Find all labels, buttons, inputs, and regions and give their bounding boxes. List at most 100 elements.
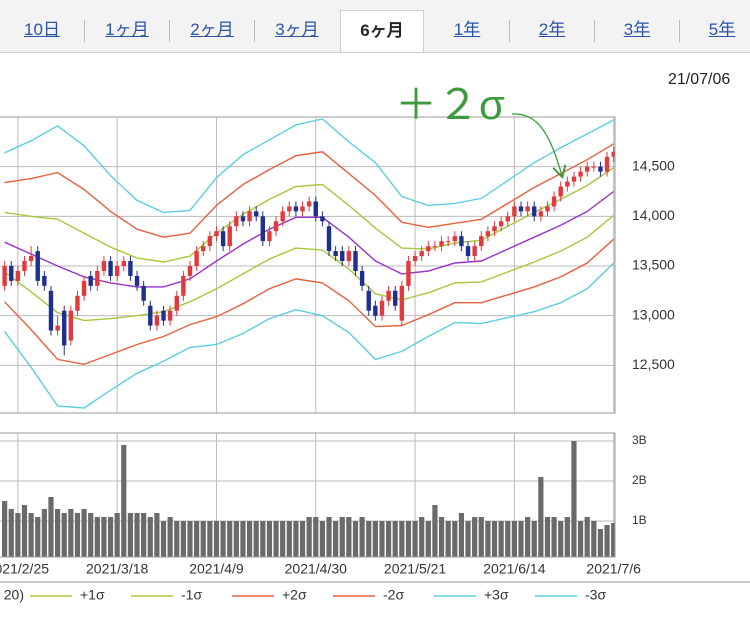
volume-bar xyxy=(432,505,438,557)
candle-body xyxy=(128,261,133,276)
candle-body xyxy=(141,285,146,301)
volume-bar xyxy=(505,521,511,557)
candle-body xyxy=(214,231,219,237)
candle-body xyxy=(108,261,113,276)
candle-body xyxy=(15,270,21,281)
candle-body xyxy=(340,251,345,262)
volume-bar xyxy=(121,445,127,557)
volume-bar xyxy=(531,521,537,557)
volume-bar xyxy=(392,521,398,557)
volume-bar xyxy=(313,517,319,557)
legend-label: -2σ xyxy=(383,587,404,603)
candle-body xyxy=(187,265,193,276)
candle-body xyxy=(426,246,431,252)
candle-body xyxy=(68,310,74,341)
candle-body xyxy=(571,176,577,182)
tab-separator xyxy=(594,20,595,42)
volume-bar xyxy=(213,521,220,557)
candle-body xyxy=(313,201,318,217)
band-line xyxy=(4,262,615,409)
volume-bar xyxy=(412,521,418,557)
period-tab[interactable]: 5年 xyxy=(708,20,736,39)
volume-bar xyxy=(127,513,134,557)
volume-bar xyxy=(141,513,147,557)
volume-bar xyxy=(551,517,557,557)
volume-bar xyxy=(280,521,286,557)
tab-separator xyxy=(679,20,680,42)
volume-bar xyxy=(472,517,478,557)
volume-bar xyxy=(346,517,352,557)
candle-body xyxy=(472,246,477,257)
candle-body xyxy=(538,211,544,217)
volume-bar xyxy=(352,521,359,557)
period-tab[interactable]: 10日 xyxy=(24,20,60,39)
band-line xyxy=(4,214,615,322)
period-tab[interactable]: 6ヶ月 xyxy=(340,10,424,52)
candle-body xyxy=(300,206,305,212)
volume-bar xyxy=(597,529,604,557)
band-line xyxy=(4,190,615,288)
legend-label: -3σ xyxy=(585,587,606,603)
volume-bar xyxy=(35,517,41,557)
volume-bar xyxy=(458,513,465,557)
candle-body xyxy=(611,151,615,157)
candle-body xyxy=(386,290,391,301)
period-tab[interactable]: 3年 xyxy=(623,20,651,39)
candle-body xyxy=(598,166,603,172)
volume-bar xyxy=(61,513,67,557)
volume-bar xyxy=(260,521,266,557)
volume-bar xyxy=(299,521,306,557)
candle-body xyxy=(465,246,471,257)
candle-body xyxy=(55,325,60,331)
volume-bar xyxy=(452,521,458,557)
volume-bar xyxy=(518,521,524,557)
volume-bar xyxy=(101,517,107,557)
volume-bar xyxy=(194,521,200,557)
candle-body xyxy=(459,236,464,247)
candle-body xyxy=(114,265,120,276)
candle-body xyxy=(366,290,371,311)
legend-label: 20) xyxy=(4,587,24,603)
volume-bar xyxy=(2,501,8,557)
candle-body xyxy=(532,206,537,217)
candle-body xyxy=(498,221,504,227)
volume-bar xyxy=(266,521,273,557)
candle-body xyxy=(148,305,153,326)
period-tab[interactable]: 2年 xyxy=(538,20,566,39)
candle-body xyxy=(558,186,563,197)
volume-plot-frame xyxy=(0,432,616,558)
candle-body xyxy=(512,206,517,217)
legend-label: +2σ xyxy=(282,587,307,603)
volume-bar xyxy=(478,517,484,557)
candle-body xyxy=(273,221,279,232)
candle-body xyxy=(9,265,14,281)
period-tab[interactable]: 2ヶ月 xyxy=(190,20,234,39)
candle-body xyxy=(452,236,457,242)
volume-bar xyxy=(319,521,325,557)
volume-bar xyxy=(359,517,365,557)
candle-body xyxy=(293,206,299,212)
candle-body xyxy=(280,211,285,222)
candle-body xyxy=(551,196,557,207)
candle-body xyxy=(346,251,352,262)
candle-body xyxy=(75,295,80,311)
period-tab[interactable]: 1年 xyxy=(453,20,481,39)
candle-body xyxy=(525,206,530,212)
y-tick-label: 14,500 xyxy=(632,157,675,173)
period-tab[interactable]: 1ヶ月 xyxy=(105,20,149,39)
candle-body xyxy=(485,231,491,237)
volume-bar xyxy=(333,521,339,557)
candle-body xyxy=(181,275,186,296)
legend-label: +3σ xyxy=(484,587,509,603)
band-line xyxy=(4,238,615,366)
volume-bar xyxy=(584,517,590,557)
period-tab[interactable]: 3ヶ月 xyxy=(275,20,319,39)
volume-bar xyxy=(405,521,412,557)
volume-bar xyxy=(538,477,544,557)
volume-bar xyxy=(253,521,259,557)
y-tick-label: 13,500 xyxy=(632,257,675,273)
volume-bar xyxy=(174,521,180,557)
candle-body xyxy=(505,216,510,222)
volume-bar xyxy=(571,441,577,557)
candle-body xyxy=(320,216,325,222)
